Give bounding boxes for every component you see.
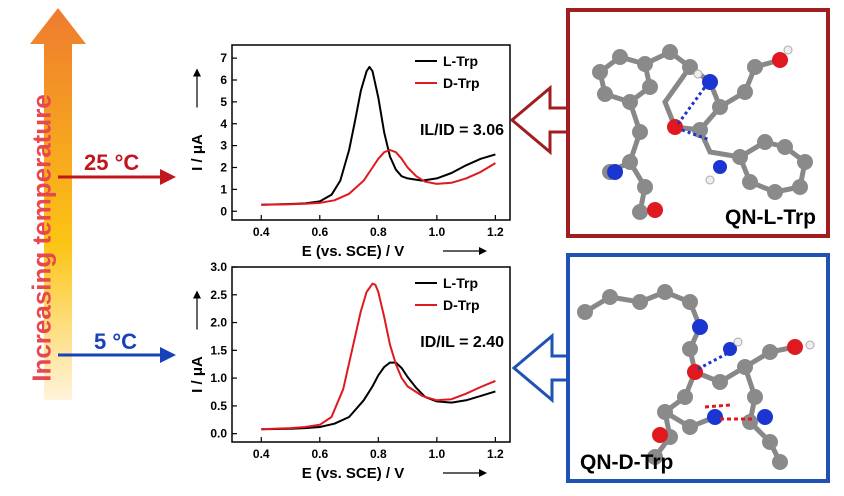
ratio-annotation: IL/ID = 3.06	[420, 122, 504, 139]
molecule-d-trp-icon	[577, 284, 815, 470]
series-line-l-trp	[261, 65, 496, 206]
y-tick-label: 3	[220, 139, 227, 153]
plot-frame	[231, 44, 511, 221]
y-tick-label: 2	[220, 161, 227, 175]
y-tick-label: 5	[220, 95, 227, 109]
y-tick-label: 0	[220, 204, 227, 218]
x-axis-arrowhead-icon	[479, 469, 487, 477]
legend-label: L-Trp	[443, 275, 478, 291]
complex-panel-qn-d-trp: QN-D-Trp	[566, 253, 830, 483]
x-tick-label: 0.8	[370, 225, 387, 239]
y-axis-label: I / μA	[189, 134, 206, 171]
y-tick-label: 1.5	[210, 343, 227, 357]
x-tick-label: 0.4	[253, 447, 270, 461]
complex-caption-d-trp: QN-D-Trp	[580, 451, 674, 474]
x-tick-label: 0.6	[311, 225, 328, 239]
y-tick-label: 3.0	[210, 260, 227, 274]
y-axis-arrowhead-icon	[193, 68, 201, 77]
y-tick-label: 6	[220, 73, 227, 87]
y-tick-label: 1.0	[210, 371, 227, 385]
legend-label: D-Trp	[443, 297, 480, 313]
x-tick-label: 0.8	[370, 447, 387, 461]
chart-top: 0.4 0.6 0.8 1.0 1.2 0 1 2 3 4 5 6 7 E (vs. SCE) / V I …	[189, 44, 511, 260]
y-tick-label: 7	[220, 51, 227, 65]
chart-bottom: 0.4 0.6 0.8 1.0 1.2 0.0 0.5 1.0 1.5 2.0 2.5 3.0 E (v…	[189, 260, 511, 482]
y-tick-label: 1	[220, 182, 227, 196]
x-tick-label: 1.2	[487, 225, 504, 239]
x-tick-label: 0.6	[311, 447, 328, 461]
increasing-temperature-arrow	[30, 8, 86, 400]
y-tick-label: 4	[220, 117, 227, 131]
y-axis-label: I / μA	[189, 356, 206, 393]
ratio-annotation: ID/IL = 2.40	[420, 334, 504, 351]
legend-label: L-Trp	[443, 53, 478, 69]
y-tick-label: 0.5	[210, 399, 227, 413]
temp-label-25C: 25 °C	[84, 150, 139, 175]
x-tick-label: 1.2	[487, 447, 504, 461]
y-tick-label: 2.0	[210, 316, 227, 330]
molecule-l-trp-icon	[592, 44, 813, 220]
temp-label-5C: 5 °C	[94, 329, 137, 354]
pointer-arrow-bottom-icon	[511, 332, 570, 404]
x-tick-label: 0.4	[253, 225, 270, 239]
x-tick-label: 1.0	[428, 225, 445, 239]
series-line-d-trp	[261, 149, 496, 206]
series-line-d-trp	[261, 282, 496, 431]
temp-marker-5C: 5 °C	[58, 329, 176, 363]
series-line-l-trp	[261, 361, 496, 431]
y-tick-label: 2.5	[210, 288, 227, 302]
pointer-arrow-top-icon	[509, 84, 570, 156]
x-axis-label: E (vs. SCE) / V	[302, 243, 405, 260]
x-axis-arrowhead-icon	[479, 247, 487, 255]
x-axis-label: E (vs. SCE) / V	[302, 465, 405, 482]
y-tick-label: 0.0	[210, 427, 227, 441]
x-tick-label: 1.0	[428, 447, 445, 461]
complex-panel-qn-l-trp: QN-L-Trp	[566, 8, 830, 238]
y-axis-arrowhead-icon	[193, 290, 201, 299]
plot-frame	[231, 266, 511, 443]
temp-marker-25C: 25 °C	[58, 150, 176, 185]
legend-label: D-Trp	[443, 75, 480, 91]
complex-caption-l-trp: QN-L-Trp	[725, 206, 816, 229]
